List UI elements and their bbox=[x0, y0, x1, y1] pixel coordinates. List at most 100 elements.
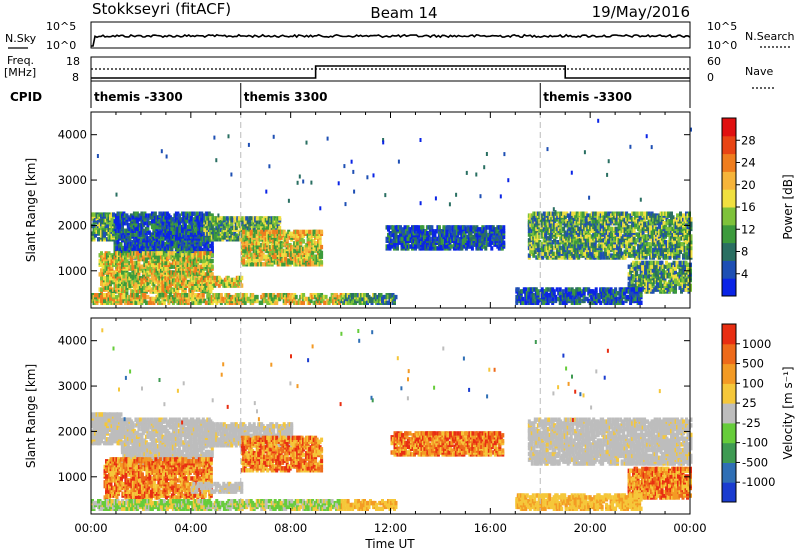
echo-cell bbox=[302, 293, 306, 298]
echo-cell bbox=[601, 211, 605, 216]
echo-cell bbox=[437, 225, 441, 230]
echo-cell bbox=[562, 211, 566, 216]
nave-label: Nave bbox=[745, 65, 773, 78]
echo-cell bbox=[252, 258, 256, 263]
echo-cell bbox=[168, 293, 172, 298]
echo-cell bbox=[255, 220, 259, 225]
echo-cell bbox=[302, 300, 306, 305]
echo-cell bbox=[257, 223, 261, 229]
echo-cell bbox=[264, 293, 268, 298]
echo-cell bbox=[237, 300, 241, 305]
noise-sky-line bbox=[91, 33, 691, 47]
echo-cell bbox=[320, 250, 324, 256]
echo-cell bbox=[454, 240, 458, 245]
freq-tick-bottom: 8 bbox=[72, 71, 79, 84]
echo-cell bbox=[442, 225, 446, 230]
echo-cell bbox=[358, 296, 362, 302]
echo-cell bbox=[320, 244, 324, 250]
echo-cell bbox=[218, 216, 222, 221]
freq-label: Freq. bbox=[7, 54, 34, 67]
echo-cell bbox=[285, 237, 289, 242]
echo-cell bbox=[150, 222, 154, 228]
echo-cell bbox=[210, 240, 214, 245]
noise-right-tick-top: 10^5 bbox=[707, 20, 737, 33]
echo-cell bbox=[149, 300, 153, 305]
echo-cell bbox=[207, 255, 211, 260]
echo-cell bbox=[305, 296, 309, 302]
echo-cell bbox=[177, 213, 181, 218]
echo-cell bbox=[125, 293, 129, 298]
echo-cell bbox=[255, 237, 259, 242]
echo-cell bbox=[607, 240, 611, 245]
echo-cell bbox=[309, 298, 313, 304]
echo-cell bbox=[156, 256, 160, 262]
echo-cell bbox=[243, 220, 247, 225]
echo-cell bbox=[499, 225, 503, 230]
date-label: 19/May/2016 bbox=[592, 3, 690, 21]
echo-cell bbox=[210, 243, 214, 249]
echo-cell bbox=[490, 240, 494, 245]
echo-cell bbox=[249, 229, 253, 235]
echo-cell bbox=[354, 293, 358, 298]
echo-cell bbox=[126, 300, 130, 305]
echo-cell bbox=[323, 300, 327, 305]
echo-cell bbox=[544, 232, 548, 237]
echo-cell bbox=[502, 240, 506, 245]
echo-cell bbox=[396, 246, 399, 251]
echo-cell bbox=[234, 233, 238, 238]
noise-left-tick-top: 10^5 bbox=[46, 20, 76, 33]
echo-cell bbox=[201, 270, 205, 275]
cpid-row: CPID themis -3300 themis 3300 themis -3300 bbox=[10, 81, 691, 108]
echo-cell bbox=[185, 293, 189, 298]
echo-cell bbox=[143, 293, 147, 298]
echo-cell bbox=[194, 300, 198, 305]
echo-cell bbox=[425, 231, 429, 236]
echo-cell bbox=[112, 212, 115, 217]
echo-cell bbox=[358, 300, 362, 305]
echo-cell bbox=[421, 225, 425, 230]
echo-cell bbox=[100, 268, 103, 273]
echo-cell bbox=[255, 298, 259, 304]
echo-cell bbox=[260, 229, 264, 235]
echo-cell bbox=[137, 262, 141, 267]
echo-cell bbox=[147, 285, 151, 290]
echo-cell bbox=[240, 283, 244, 288]
echo-cell bbox=[255, 294, 259, 300]
echo-cell bbox=[192, 211, 196, 216]
echo-cell bbox=[470, 246, 474, 251]
echo-cell bbox=[168, 283, 172, 288]
echo-cell bbox=[294, 294, 298, 300]
echo-cell bbox=[533, 217, 537, 222]
echo-cell bbox=[291, 252, 295, 257]
echo-cell bbox=[146, 226, 150, 232]
echo-cell bbox=[131, 276, 135, 281]
echo-cell bbox=[119, 241, 123, 247]
echo-cell bbox=[387, 225, 390, 230]
echo-cell bbox=[210, 264, 214, 269]
echo-cell bbox=[260, 256, 264, 261]
echo-cell bbox=[278, 225, 282, 231]
echo-cell bbox=[146, 247, 150, 253]
echo-cell bbox=[617, 255, 621, 260]
echo-cell bbox=[103, 231, 106, 236]
echo-cell bbox=[430, 225, 434, 230]
echo-cell bbox=[379, 293, 383, 298]
echo-cell bbox=[619, 247, 623, 253]
echo-cell bbox=[131, 289, 135, 294]
echo-cell bbox=[560, 255, 564, 260]
echo-cell bbox=[242, 260, 246, 265]
echo-cell bbox=[155, 238, 159, 243]
echo-cell bbox=[602, 243, 606, 249]
echo-cell bbox=[185, 219, 189, 224]
echo-cell bbox=[203, 227, 207, 232]
echo-cell bbox=[170, 264, 174, 269]
echo-cell bbox=[242, 229, 246, 235]
echo-cell bbox=[306, 237, 310, 242]
echo-cell bbox=[364, 296, 368, 302]
echo-cell bbox=[584, 241, 588, 247]
echo-cell bbox=[159, 251, 163, 256]
echo-cell bbox=[581, 211, 585, 216]
echo-cell bbox=[180, 253, 184, 258]
echo-cell bbox=[237, 216, 241, 221]
echo-cell bbox=[146, 294, 150, 300]
